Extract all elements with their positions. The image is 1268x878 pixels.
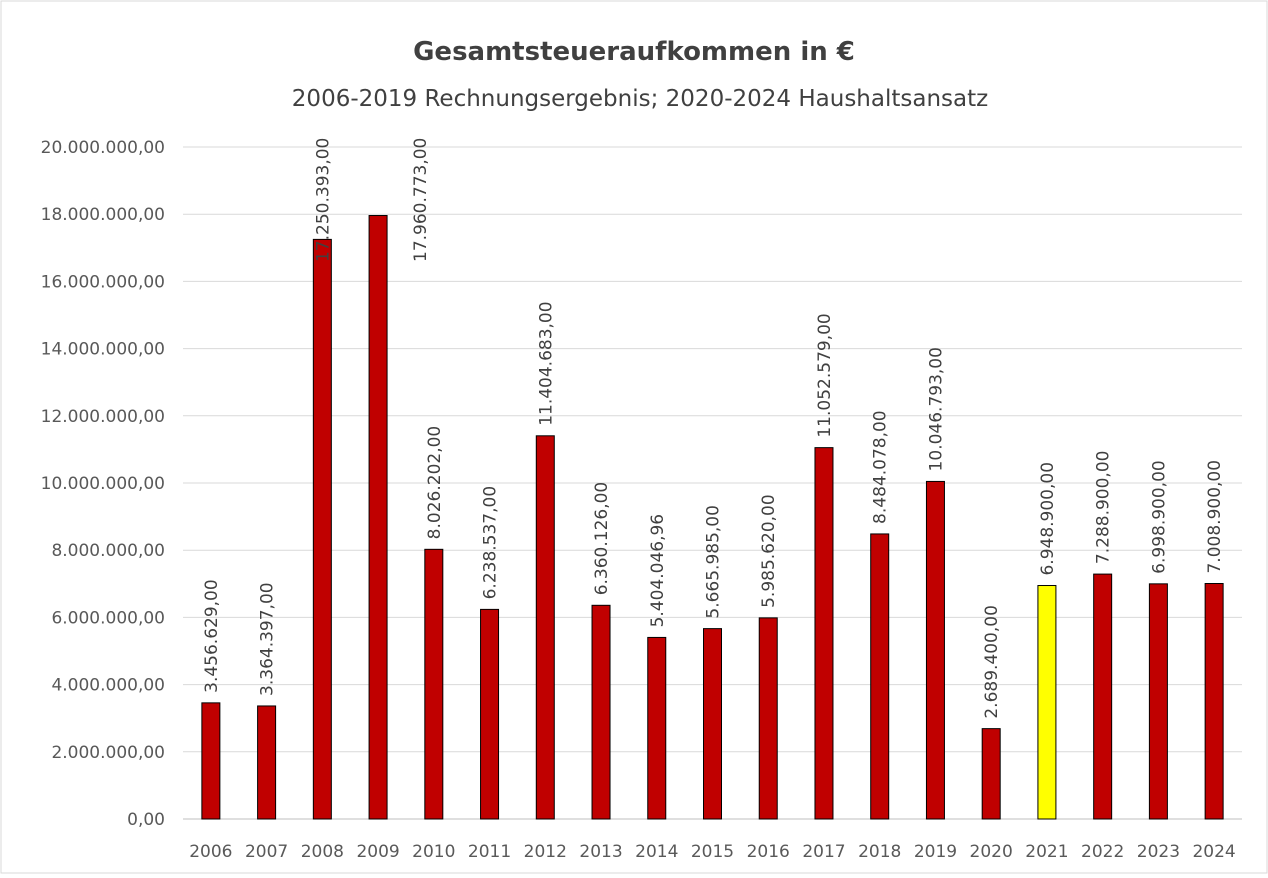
bar <box>312 238 332 820</box>
bar <box>758 617 778 820</box>
value-label: 6.360.126,00 <box>592 482 612 596</box>
value-label: 5.665.985,00 <box>704 505 724 619</box>
value-label: 3.456.629,00 <box>202 579 222 693</box>
y-tick-label: 6.000.000,00 <box>51 608 165 628</box>
chart-subtitle: 2006-2019 Rechnungsergebnis; 2020-2024 H… <box>292 86 988 112</box>
x-tick-label: 2010 <box>412 842 455 862</box>
bar <box>591 604 611 820</box>
x-tick-label: 2016 <box>747 842 790 862</box>
value-label: 3.364.397,00 <box>258 582 278 696</box>
bar <box>257 705 277 820</box>
y-tick-label: 16.000.000,00 <box>41 272 165 292</box>
value-label: 5.404.046,96 <box>648 514 668 628</box>
y-tick-label: 0,00 <box>127 810 165 830</box>
bar <box>1093 573 1113 820</box>
bar <box>1037 585 1057 820</box>
value-label: 8.484.078,00 <box>871 410 891 524</box>
bar <box>1148 583 1168 820</box>
value-label: 2.689.400,00 <box>982 605 1002 719</box>
value-label: 17.960.773,00 <box>411 138 431 262</box>
x-tick-label: 2022 <box>1081 842 1124 862</box>
bar <box>480 608 500 820</box>
chart-title: Gesamtsteueraufkommen in € <box>413 37 855 67</box>
bar <box>424 548 444 820</box>
value-label: 5.985.620,00 <box>759 494 779 608</box>
x-tick-label: 2018 <box>858 842 901 862</box>
x-tick-label: 2013 <box>579 842 622 862</box>
value-label: 8.026.202,00 <box>425 426 445 540</box>
value-label: 7.288.900,00 <box>1094 451 1114 565</box>
value-label: 10.046.793,00 <box>926 347 946 471</box>
y-tick-label: 2.000.000,00 <box>51 743 165 763</box>
bar <box>703 628 722 820</box>
bar <box>1204 583 1224 820</box>
x-tick-label: 2012 <box>524 842 567 862</box>
y-tick-label: 8.000.000,00 <box>51 541 165 561</box>
value-label: 11.052.579,00 <box>815 313 835 437</box>
y-tick-label: 20.000.000,00 <box>41 138 165 158</box>
x-tick-label: 2009 <box>356 842 399 862</box>
x-tick-label: 2023 <box>1137 842 1180 862</box>
bar <box>981 728 1001 820</box>
value-label: 6.998.900,00 <box>1149 460 1169 574</box>
value-label: 6.238.537,00 <box>481 486 501 600</box>
x-tick-label: 2019 <box>914 842 957 862</box>
y-tick-label: 10.000.000,00 <box>41 474 165 494</box>
x-tick-label: 2021 <box>1025 842 1068 862</box>
x-tick-label: 2014 <box>635 842 678 862</box>
x-tick-label: 2008 <box>301 842 344 862</box>
bar <box>368 215 388 820</box>
x-tick-label: 2020 <box>970 842 1013 862</box>
bar <box>814 447 834 820</box>
y-tick-label: 18.000.000,00 <box>41 205 165 225</box>
x-tick-label: 2024 <box>1192 842 1235 862</box>
x-tick-label: 2017 <box>802 842 845 862</box>
value-label: 11.404.683,00 <box>536 301 556 425</box>
x-tick-label: 2007 <box>245 842 288 862</box>
x-tick-label: 2006 <box>189 842 232 862</box>
x-tick-label: 2015 <box>691 842 734 862</box>
y-tick-label: 4.000.000,00 <box>51 676 165 696</box>
bar <box>647 636 667 820</box>
value-label: 7.008.900,00 <box>1205 460 1225 574</box>
bar <box>535 435 555 820</box>
bar <box>201 702 221 820</box>
bar <box>925 480 945 820</box>
x-tick-label: 2011 <box>468 842 511 862</box>
bar <box>870 533 890 820</box>
y-tick-label: 14.000.000,00 <box>41 340 165 360</box>
value-label: 17.250.393,00 <box>313 138 333 262</box>
y-tick-label: 12.000.000,00 <box>41 407 165 427</box>
value-label: 6.948.900,00 <box>1038 462 1058 576</box>
